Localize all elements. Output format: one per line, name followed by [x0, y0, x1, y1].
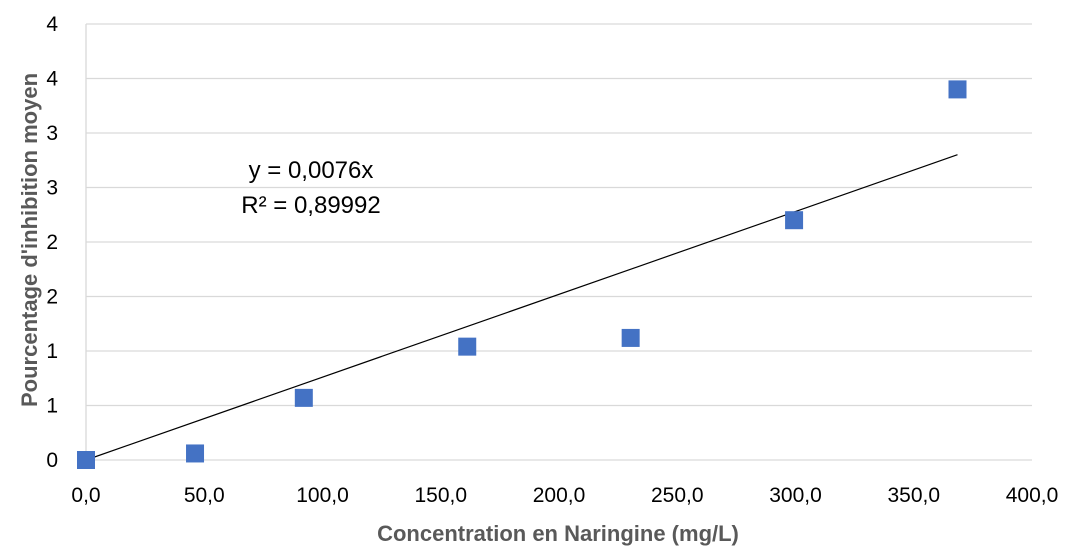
data-point [785, 211, 804, 230]
y-tick-label: 2 [46, 286, 58, 309]
x-tick-label: 50,0 [184, 484, 225, 507]
y-tick-label: 3 [46, 177, 58, 200]
trendline-annotation: y = 0,0076x R² = 0,89992 [241, 157, 380, 219]
data-point [948, 80, 967, 99]
y-tick-label: 4 [46, 68, 58, 91]
data-points [77, 80, 967, 469]
data-point [294, 388, 313, 407]
trendline-equation: y = 0,0076x [249, 157, 374, 184]
x-tick-label: 150,0 [414, 484, 467, 507]
data-point [621, 328, 640, 347]
x-tick-label: 250,0 [651, 484, 704, 507]
trendline-layer [85, 154, 958, 461]
x-tick-label: 300,0 [769, 484, 822, 507]
x-axis-title: Concentration en Naringine (mg/L) [377, 521, 739, 546]
y-tick-label: 1 [46, 395, 58, 418]
data-point [186, 444, 205, 463]
trendline-r-squared: R² = 0,89992 [241, 192, 380, 219]
gridlines [85, 23, 1032, 461]
y-tick-label: 3 [46, 122, 58, 145]
x-axis-ticks: 0,0 50,0 100,0 150,0 200,0 250,0 300,0 350,0 400… [71, 484, 1058, 507]
x-tick-label: 350,0 [887, 484, 940, 507]
y-tick-label: 0 [46, 449, 58, 472]
data-point [77, 451, 95, 469]
x-tick-label: 400,0 [1006, 484, 1059, 507]
data-point [458, 337, 477, 356]
y-tick-label: 1 [46, 340, 58, 363]
y-tick-label: 2 [46, 231, 58, 254]
x-tick-label: 100,0 [296, 484, 349, 507]
y-axis-title: Pourcentage d'inhibition moyen [17, 73, 42, 407]
x-tick-label: 0,0 [71, 484, 100, 507]
y-axis-ticks: 0 1 1 2 2 3 3 4 4 [46, 13, 58, 472]
x-tick-label: 200,0 [533, 484, 586, 507]
y-tick-label: 4 [46, 13, 58, 36]
trendline [85, 154, 958, 461]
